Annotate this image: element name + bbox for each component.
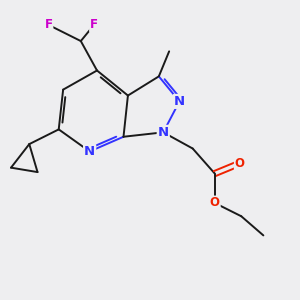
Text: O: O (210, 196, 220, 209)
Text: N: N (84, 145, 95, 158)
Text: O: O (235, 157, 245, 170)
Text: F: F (90, 18, 98, 32)
Text: N: N (158, 126, 169, 139)
Text: F: F (44, 18, 52, 32)
Text: N: N (174, 95, 185, 108)
